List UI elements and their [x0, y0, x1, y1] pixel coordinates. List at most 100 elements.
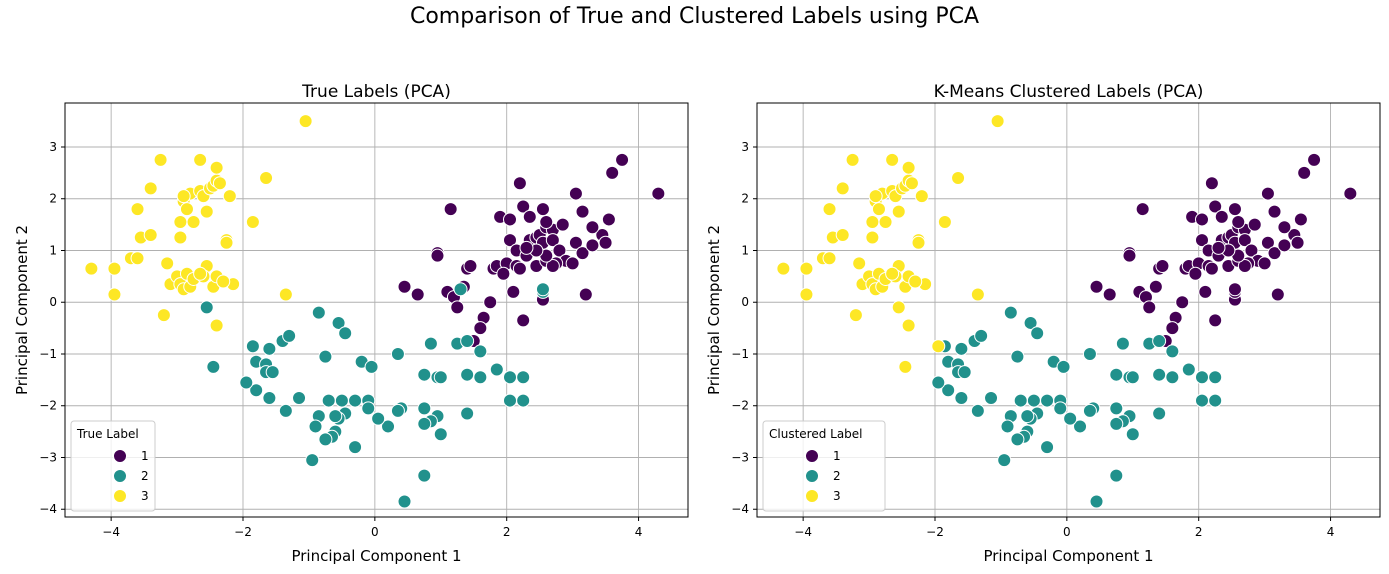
scatter-point-label-3: [216, 274, 231, 289]
scatter-point-label-1: [512, 261, 527, 276]
scatter-point-label-3: [259, 171, 274, 186]
axes-frame: [756, 102, 1381, 518]
scatter-point-label-2: [305, 453, 320, 468]
scatter-point-label-3: [160, 256, 175, 271]
scatter-point-label-2: [278, 403, 293, 418]
scatter-point-label-2: [397, 494, 412, 509]
y-axis-label: Principal Component 2: [705, 225, 723, 395]
scatter-point-label-1: [512, 176, 527, 191]
scatter-point-label-2: [970, 403, 985, 418]
scatter-point-label-1: [1211, 240, 1226, 255]
legend-entry-label: 1: [833, 449, 841, 463]
scatter-point-label-1: [1231, 215, 1246, 230]
scatter-point-label-1: [565, 256, 580, 271]
scatter-point-label-2: [1125, 370, 1140, 385]
scatter-point-label-2: [1023, 315, 1038, 330]
scatter-point-label-1: [568, 235, 583, 250]
scatter-point-label-1: [651, 186, 666, 201]
scatter-point-label-2: [364, 359, 379, 374]
scatter-point-label-3: [179, 202, 194, 217]
scatter-point-label-1: [1122, 248, 1137, 263]
scatter-point-label-2: [1020, 409, 1035, 424]
scatter-point-label-2: [1109, 401, 1124, 416]
scatter-point-label-2: [997, 453, 1012, 468]
scatter-point-label-2: [1013, 393, 1028, 408]
scatter-point-label-3: [901, 160, 916, 175]
y-tick-label: −3: [39, 450, 57, 464]
scatter-point-label-2: [1115, 336, 1130, 351]
scatter-point-label-3: [835, 181, 850, 196]
scatter-point-label-3: [911, 235, 926, 250]
scatter-point-label-1: [1204, 176, 1219, 191]
scatter-point-label-2: [460, 334, 475, 349]
scatter-point-label-2: [460, 367, 475, 382]
y-tick-label: −2: [731, 399, 749, 413]
scatter-point-label-2: [1208, 393, 1223, 408]
scatter-point-label-2: [206, 359, 221, 374]
x-axis-label: Principal Component 1: [983, 547, 1153, 565]
scatter-point-label-3: [835, 227, 850, 242]
scatter-point-label-3: [799, 287, 814, 302]
y-tick-label: 0: [741, 295, 749, 309]
scatter-point-label-1: [522, 209, 537, 224]
scatter-point-label-3: [84, 261, 99, 276]
scatter-point-label-1: [615, 152, 630, 167]
scatter-point-label-3: [245, 215, 260, 230]
figure-title: Comparison of True and Clustered Labels …: [409, 4, 979, 29]
scatter-point-label-2: [348, 440, 363, 455]
scatter-point-label-3: [222, 189, 237, 204]
scatter-point-label-2: [1082, 403, 1097, 418]
scatter-point-label-2: [1125, 427, 1140, 442]
scatter-point-label-2: [1152, 406, 1167, 421]
scatter-point-label-3: [937, 215, 952, 230]
scatter-point-label-1: [585, 220, 600, 235]
scatter-point-label-1: [1260, 235, 1275, 250]
y-tick-label: −4: [731, 502, 749, 516]
scatter-point-label-2: [199, 300, 214, 315]
scatter-point-label-2: [1165, 344, 1180, 359]
scatter-point-label-2: [1152, 367, 1167, 382]
scatter-point-label-3: [130, 202, 145, 217]
scatter-point-label-1: [555, 217, 570, 232]
scatter-point-label-2: [1109, 367, 1124, 382]
scatter-point-label-3: [173, 215, 188, 230]
scatter-point-label-1: [503, 233, 517, 248]
y-tick-label: 2: [741, 192, 749, 206]
scatter-point-label-1: [1277, 238, 1292, 253]
scatter-point-label-1: [1204, 261, 1219, 276]
scatter-point-label-2: [417, 468, 432, 483]
legend-marker-2: [805, 469, 819, 483]
scatter-point-label-1: [1227, 282, 1242, 297]
legend-title: True Label: [76, 427, 139, 441]
legend-entry-label: 1: [141, 449, 149, 463]
scatter-point-label-1: [1257, 256, 1272, 271]
scatter-point-label-2: [535, 282, 550, 297]
scatter-point-label-3: [173, 230, 188, 245]
scatter-point-label-3: [107, 287, 122, 302]
scatter-point-label-2: [957, 365, 972, 380]
scatter-point-label-3: [822, 251, 837, 266]
scatter-point-label-3: [176, 189, 191, 204]
scatter-point-label-1: [1237, 233, 1252, 248]
scatter-point-label-1: [605, 165, 620, 180]
x-tick-label: 4: [635, 525, 643, 539]
legend-marker-1: [805, 449, 819, 463]
scatter-point-label-1: [1142, 300, 1157, 315]
scatter-point-label-1: [463, 259, 478, 274]
scatter-point-label-3: [848, 308, 863, 323]
scatter-point-label-2: [516, 370, 531, 385]
scatter-point-label-1: [568, 186, 583, 201]
scatter-point-label-3: [193, 266, 208, 281]
scatter-point-label-2: [318, 349, 333, 364]
scatter-point-label-2: [371, 411, 386, 426]
scatter-point-label-3: [822, 202, 837, 217]
scatter-point-label-1: [1267, 246, 1282, 261]
scatter-point-label-2: [974, 328, 989, 343]
legend-entry-label: 3: [833, 489, 841, 503]
scatter-point-label-3: [209, 160, 224, 175]
scatter-point-label-3: [865, 215, 880, 230]
legend-box: [762, 420, 886, 512]
scatter-point-label-3: [199, 204, 214, 219]
